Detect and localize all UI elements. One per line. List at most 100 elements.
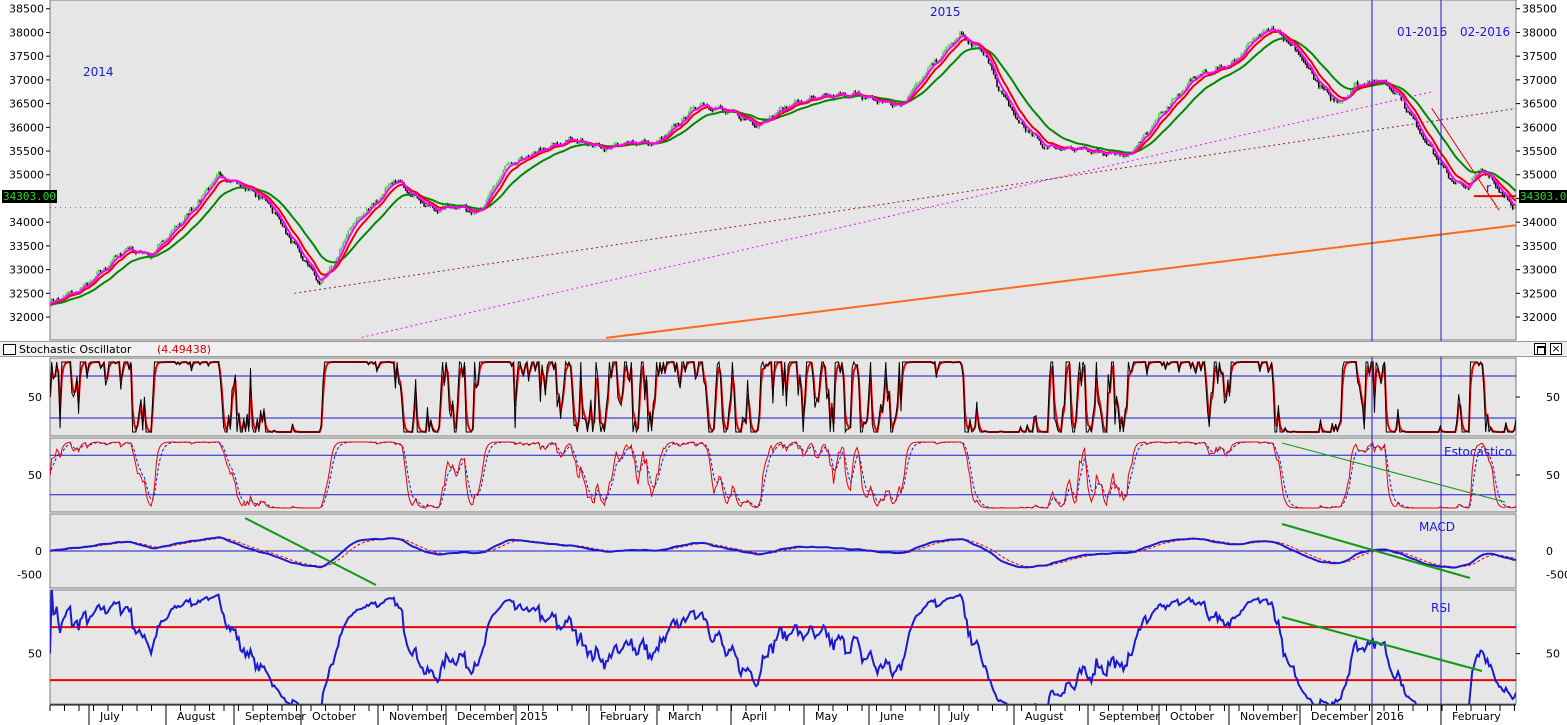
price-tick-label: 35000 <box>9 169 44 182</box>
price-tick-label: 33500 <box>1522 240 1557 253</box>
candle-body <box>1437 159 1440 165</box>
candle-body <box>98 270 100 273</box>
candle-body <box>1424 139 1426 142</box>
candle-body <box>526 155 528 158</box>
candle-body <box>854 91 857 93</box>
candle-body <box>910 91 912 95</box>
candle-body <box>1442 165 1445 167</box>
month-label: December <box>457 710 515 723</box>
rsi-trendline <box>1281 616 1483 672</box>
candle-body <box>259 196 262 199</box>
candle-body <box>200 196 203 202</box>
candle-body <box>945 46 948 51</box>
candle-body <box>853 91 855 94</box>
candle-body <box>593 146 596 148</box>
candle-body <box>217 172 220 175</box>
candle-body <box>1446 168 1448 173</box>
candle-body <box>168 234 171 238</box>
candle-body <box>273 212 275 214</box>
candle-body <box>989 63 992 65</box>
candle-body <box>318 282 321 285</box>
candle-body <box>1156 119 1158 121</box>
candle-body <box>269 204 272 207</box>
candle-body <box>1215 67 1217 72</box>
osc-tick-label: 50 <box>28 469 42 482</box>
candle-body <box>214 178 216 182</box>
candle-body <box>810 96 813 98</box>
candle-body <box>756 127 759 129</box>
candle-body <box>1235 58 1238 61</box>
candle-body <box>372 203 375 205</box>
candle-body <box>114 255 117 257</box>
candle-body <box>915 83 917 87</box>
candle-body <box>408 192 410 195</box>
candle-body <box>512 162 515 164</box>
osc-tick-label: 50 <box>1546 469 1560 482</box>
month-label: June <box>879 710 904 723</box>
candle-body <box>667 132 670 135</box>
candle-body <box>521 157 523 159</box>
candle-body <box>955 38 958 41</box>
candle-body <box>1163 111 1165 113</box>
candle-body <box>1388 85 1391 89</box>
candle-body <box>177 224 179 227</box>
candle-body <box>642 139 644 141</box>
candle-body <box>366 209 368 214</box>
candle-body <box>864 97 867 99</box>
candle-body <box>357 217 360 219</box>
candle-body <box>1409 111 1411 115</box>
candle-body <box>180 223 183 225</box>
candle-body <box>1301 56 1303 60</box>
candle-body <box>89 280 92 284</box>
candle-body <box>1289 43 1291 45</box>
candle-body <box>1164 111 1167 113</box>
candle-body <box>371 203 373 207</box>
candle-body <box>906 97 909 101</box>
price-tick-label: 37500 <box>9 50 44 63</box>
candle-body <box>271 206 274 213</box>
candle-body <box>1501 191 1504 196</box>
candle-body <box>1451 179 1453 182</box>
candle-body <box>293 240 296 243</box>
candle-body <box>1200 74 1202 76</box>
candle-body <box>192 208 194 211</box>
candle-body <box>967 38 970 44</box>
price-tick-label: 33000 <box>9 264 44 277</box>
candle-body <box>1508 199 1511 202</box>
candle-body <box>347 230 350 236</box>
candle-body <box>1014 113 1017 118</box>
candle-body <box>118 253 120 255</box>
candle-body <box>1250 41 1253 43</box>
maximize-icon[interactable] <box>1534 343 1546 355</box>
candle-body <box>81 287 83 289</box>
candle-body <box>101 270 103 272</box>
price-tick-label: 36500 <box>9 98 44 111</box>
candle-body <box>1265 29 1268 31</box>
candle-body <box>1006 96 1008 100</box>
candle-body <box>568 137 570 141</box>
candle-body <box>999 90 1002 92</box>
candle-body <box>197 200 200 207</box>
close-icon[interactable]: × <box>1550 342 1562 355</box>
candle-body <box>1506 195 1509 200</box>
price-tick-label: 34000 <box>9 216 44 229</box>
annotation-02-2016: 02-2016 <box>1460 25 1511 39</box>
candle-body <box>920 80 922 82</box>
candle-body <box>190 208 193 211</box>
price-tick-label: 37000 <box>9 74 44 87</box>
candle-body <box>1056 148 1059 150</box>
candle-body <box>935 59 938 62</box>
candle-body <box>500 174 503 179</box>
panel-toggle-icon[interactable] <box>3 344 16 355</box>
candle-body <box>603 147 606 152</box>
candle-body <box>684 117 687 119</box>
candle-body <box>1169 103 1172 108</box>
candle-body <box>861 95 863 99</box>
candle-body <box>664 136 666 138</box>
candle-body <box>1498 188 1500 192</box>
candle-body <box>1390 88 1393 91</box>
candle-body <box>94 276 97 279</box>
candle-body <box>569 137 572 139</box>
candle-body <box>1493 179 1495 183</box>
candle-body <box>551 143 553 147</box>
